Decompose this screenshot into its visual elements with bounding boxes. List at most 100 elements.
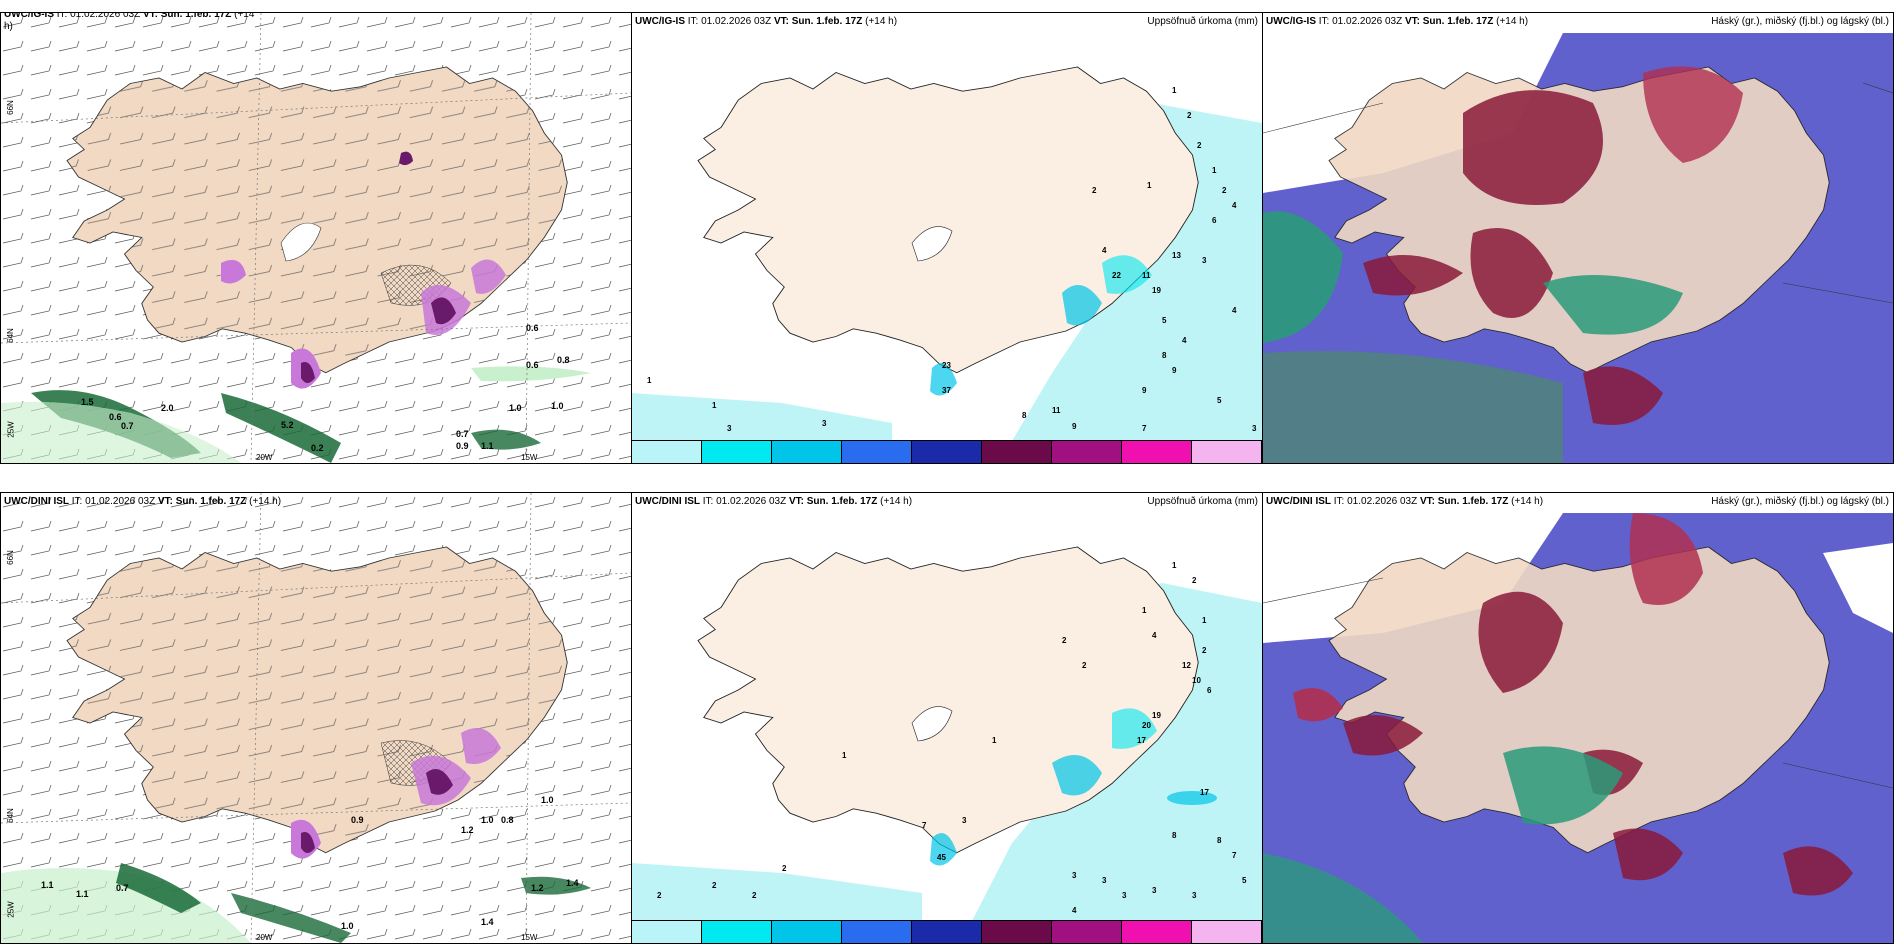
value-label: 2: [1062, 636, 1067, 645]
value-label: 3: [1072, 871, 1077, 880]
colorbar-seg: 100: [982, 441, 1052, 463]
value-label: 1: [1147, 181, 1152, 190]
colorbar-seg: 400: [1192, 441, 1262, 463]
lead-time-cont: h): [4, 21, 13, 32]
init-time: IT: 01.02.2026 03Z: [702, 496, 787, 507]
value-label: 3: [1252, 424, 1257, 433]
lon-label: 25W: [6, 421, 16, 438]
value-label: 8: [1172, 831, 1177, 840]
model-name: UWC/DINI ISL: [4, 496, 69, 507]
value-label: 3: [727, 424, 732, 433]
value-label: 12: [1182, 661, 1191, 670]
lon-label: 15W: [521, 453, 538, 462]
model-name: UWC/DINI ISL: [1266, 496, 1331, 507]
value-label: 0.2: [311, 443, 324, 453]
value-label: 2: [1202, 646, 1207, 655]
field-title: Háský (gr.), miðský (fj.bl.) og lágský (…: [1711, 496, 1889, 507]
value-label: 6: [1207, 686, 1212, 695]
lat-label: 64N: [5, 808, 15, 823]
lat-label: 66N: [5, 100, 15, 115]
value-label: 4: [1232, 201, 1237, 210]
value-label: 22: [1112, 271, 1121, 280]
value-label: 2: [1197, 141, 1202, 150]
panel-uwc-dini-wind: UWC/DINI ISL IT: 01.02.2026 03Z VT: Sun.…: [0, 492, 632, 944]
precip-map: 1 2 2 1 2 1 2 4 4 6 11 13 19 22 3 5 4 8 …: [632, 13, 1262, 441]
colorbar-seg: 25: [772, 441, 842, 463]
value-label: 1.0: [541, 795, 554, 805]
value-label: 1.1: [481, 441, 494, 451]
value-label: 1: [992, 736, 997, 745]
lead-time: (+14 h): [1511, 496, 1544, 507]
value-label: 3: [1122, 891, 1127, 900]
colorbar-seg: 50: [842, 441, 912, 463]
colorbar: 1 10 25 50 75 100 150 200 400: [632, 440, 1262, 463]
value-label: 17: [1200, 788, 1209, 797]
value-label: 1.0: [551, 401, 564, 411]
model-name: UWC/IG-IS: [1266, 16, 1316, 27]
value-label: 1: [1172, 561, 1177, 570]
value-label: 2.0: [161, 403, 174, 413]
lat-label: 66N: [5, 550, 15, 565]
valid-time: VT: Sun. 1.feb. 17Z: [1419, 496, 1509, 507]
colorbar: 1 10 25 50 75 100 150 200 400: [632, 920, 1262, 943]
model-name: UWC/IG-IS: [4, 12, 54, 20]
value-label: 11: [1052, 406, 1061, 415]
cloud-map: [1263, 13, 1893, 463]
value-label: 1: [712, 401, 717, 410]
value-label: 1.1: [76, 889, 89, 899]
value-label: 4: [1102, 246, 1107, 255]
lead-time: (+14 h): [880, 496, 913, 507]
value-label: 5.2: [281, 420, 294, 430]
model-name: UWC/DINI ISL: [635, 496, 700, 507]
panel-uwc-igis-precip: UWC/IG-IS IT: 01.02.2026 03Z VT: Sun. 1.…: [631, 12, 1263, 464]
value-label: 19: [1152, 286, 1161, 295]
panel-uwc-dini-cloud: UWC/DINI ISL IT: 01.02.2026 03Z VT: Sun.…: [1262, 492, 1894, 944]
colorbar-seg: 150: [1052, 921, 1122, 943]
value-label: 1: [1142, 606, 1147, 615]
value-label: 0.8: [557, 355, 570, 365]
valid-time: VT: Sun. 1.feb. 17Z: [157, 496, 247, 507]
value-label: 1.4: [481, 917, 494, 927]
value-label: 10: [1192, 676, 1201, 685]
value-label: 23: [942, 361, 951, 370]
panel-header: UWC/IG-IS IT: 01.02.2026 03Z VT: Sun. 1.…: [1266, 16, 1529, 27]
value-label: 0.9: [351, 815, 364, 825]
value-label: 17: [1137, 736, 1146, 745]
panel-header: UWC/IG-IS IT: 01.02.2026 03Z VT: Sun. 1.…: [4, 12, 254, 20]
value-label: 7: [922, 821, 927, 830]
value-label: 45: [937, 853, 946, 862]
value-label: 1.0: [509, 403, 522, 413]
colorbar-seg: 75: [912, 921, 982, 943]
value-label: 0.6: [526, 360, 539, 370]
value-label: 8: [1217, 836, 1222, 845]
value-label: 1: [1212, 166, 1217, 175]
field-title: Uppsöfnuð úrkoma (mm): [1147, 496, 1258, 507]
init-time: IT: 01.02.2026 03Z: [687, 16, 772, 27]
init-time: IT: 01.02.2026 03Z: [1333, 496, 1418, 507]
lon-label: 15W: [521, 933, 538, 942]
value-label: 3: [1152, 886, 1157, 895]
value-label: 19: [1152, 711, 1161, 720]
value-label: 5: [1242, 876, 1247, 885]
lon-label: 20W: [256, 933, 273, 942]
value-label: 0.7: [121, 421, 134, 431]
lon-label: 20W: [256, 453, 273, 462]
panel-header: UWC/DINI ISL IT: 01.02.2026 03Z VT: Sun.…: [4, 496, 281, 507]
value-label: 0.8: [501, 815, 514, 825]
value-label: 4: [1232, 306, 1237, 315]
value-label: 8: [1022, 411, 1027, 420]
lon-label: 25W: [6, 901, 16, 918]
value-label: 1: [842, 751, 847, 760]
value-label: 1.2: [531, 883, 544, 893]
value-label: 2: [1192, 576, 1197, 585]
value-label: 1: [1202, 616, 1207, 625]
model-name: UWC/IG-IS: [635, 16, 685, 27]
value-label: 2: [712, 881, 717, 890]
value-label: 1.0: [481, 815, 494, 825]
panel-uwc-igis-cloud: UWC/IG-IS IT: 01.02.2026 03Z VT: Sun. 1.…: [1262, 12, 1894, 464]
value-label: 3: [1202, 256, 1207, 265]
lead-time: (+14 h): [865, 16, 898, 27]
value-label: 6: [1212, 216, 1217, 225]
value-label: 9: [1172, 366, 1177, 375]
value-label: 3: [822, 419, 827, 428]
